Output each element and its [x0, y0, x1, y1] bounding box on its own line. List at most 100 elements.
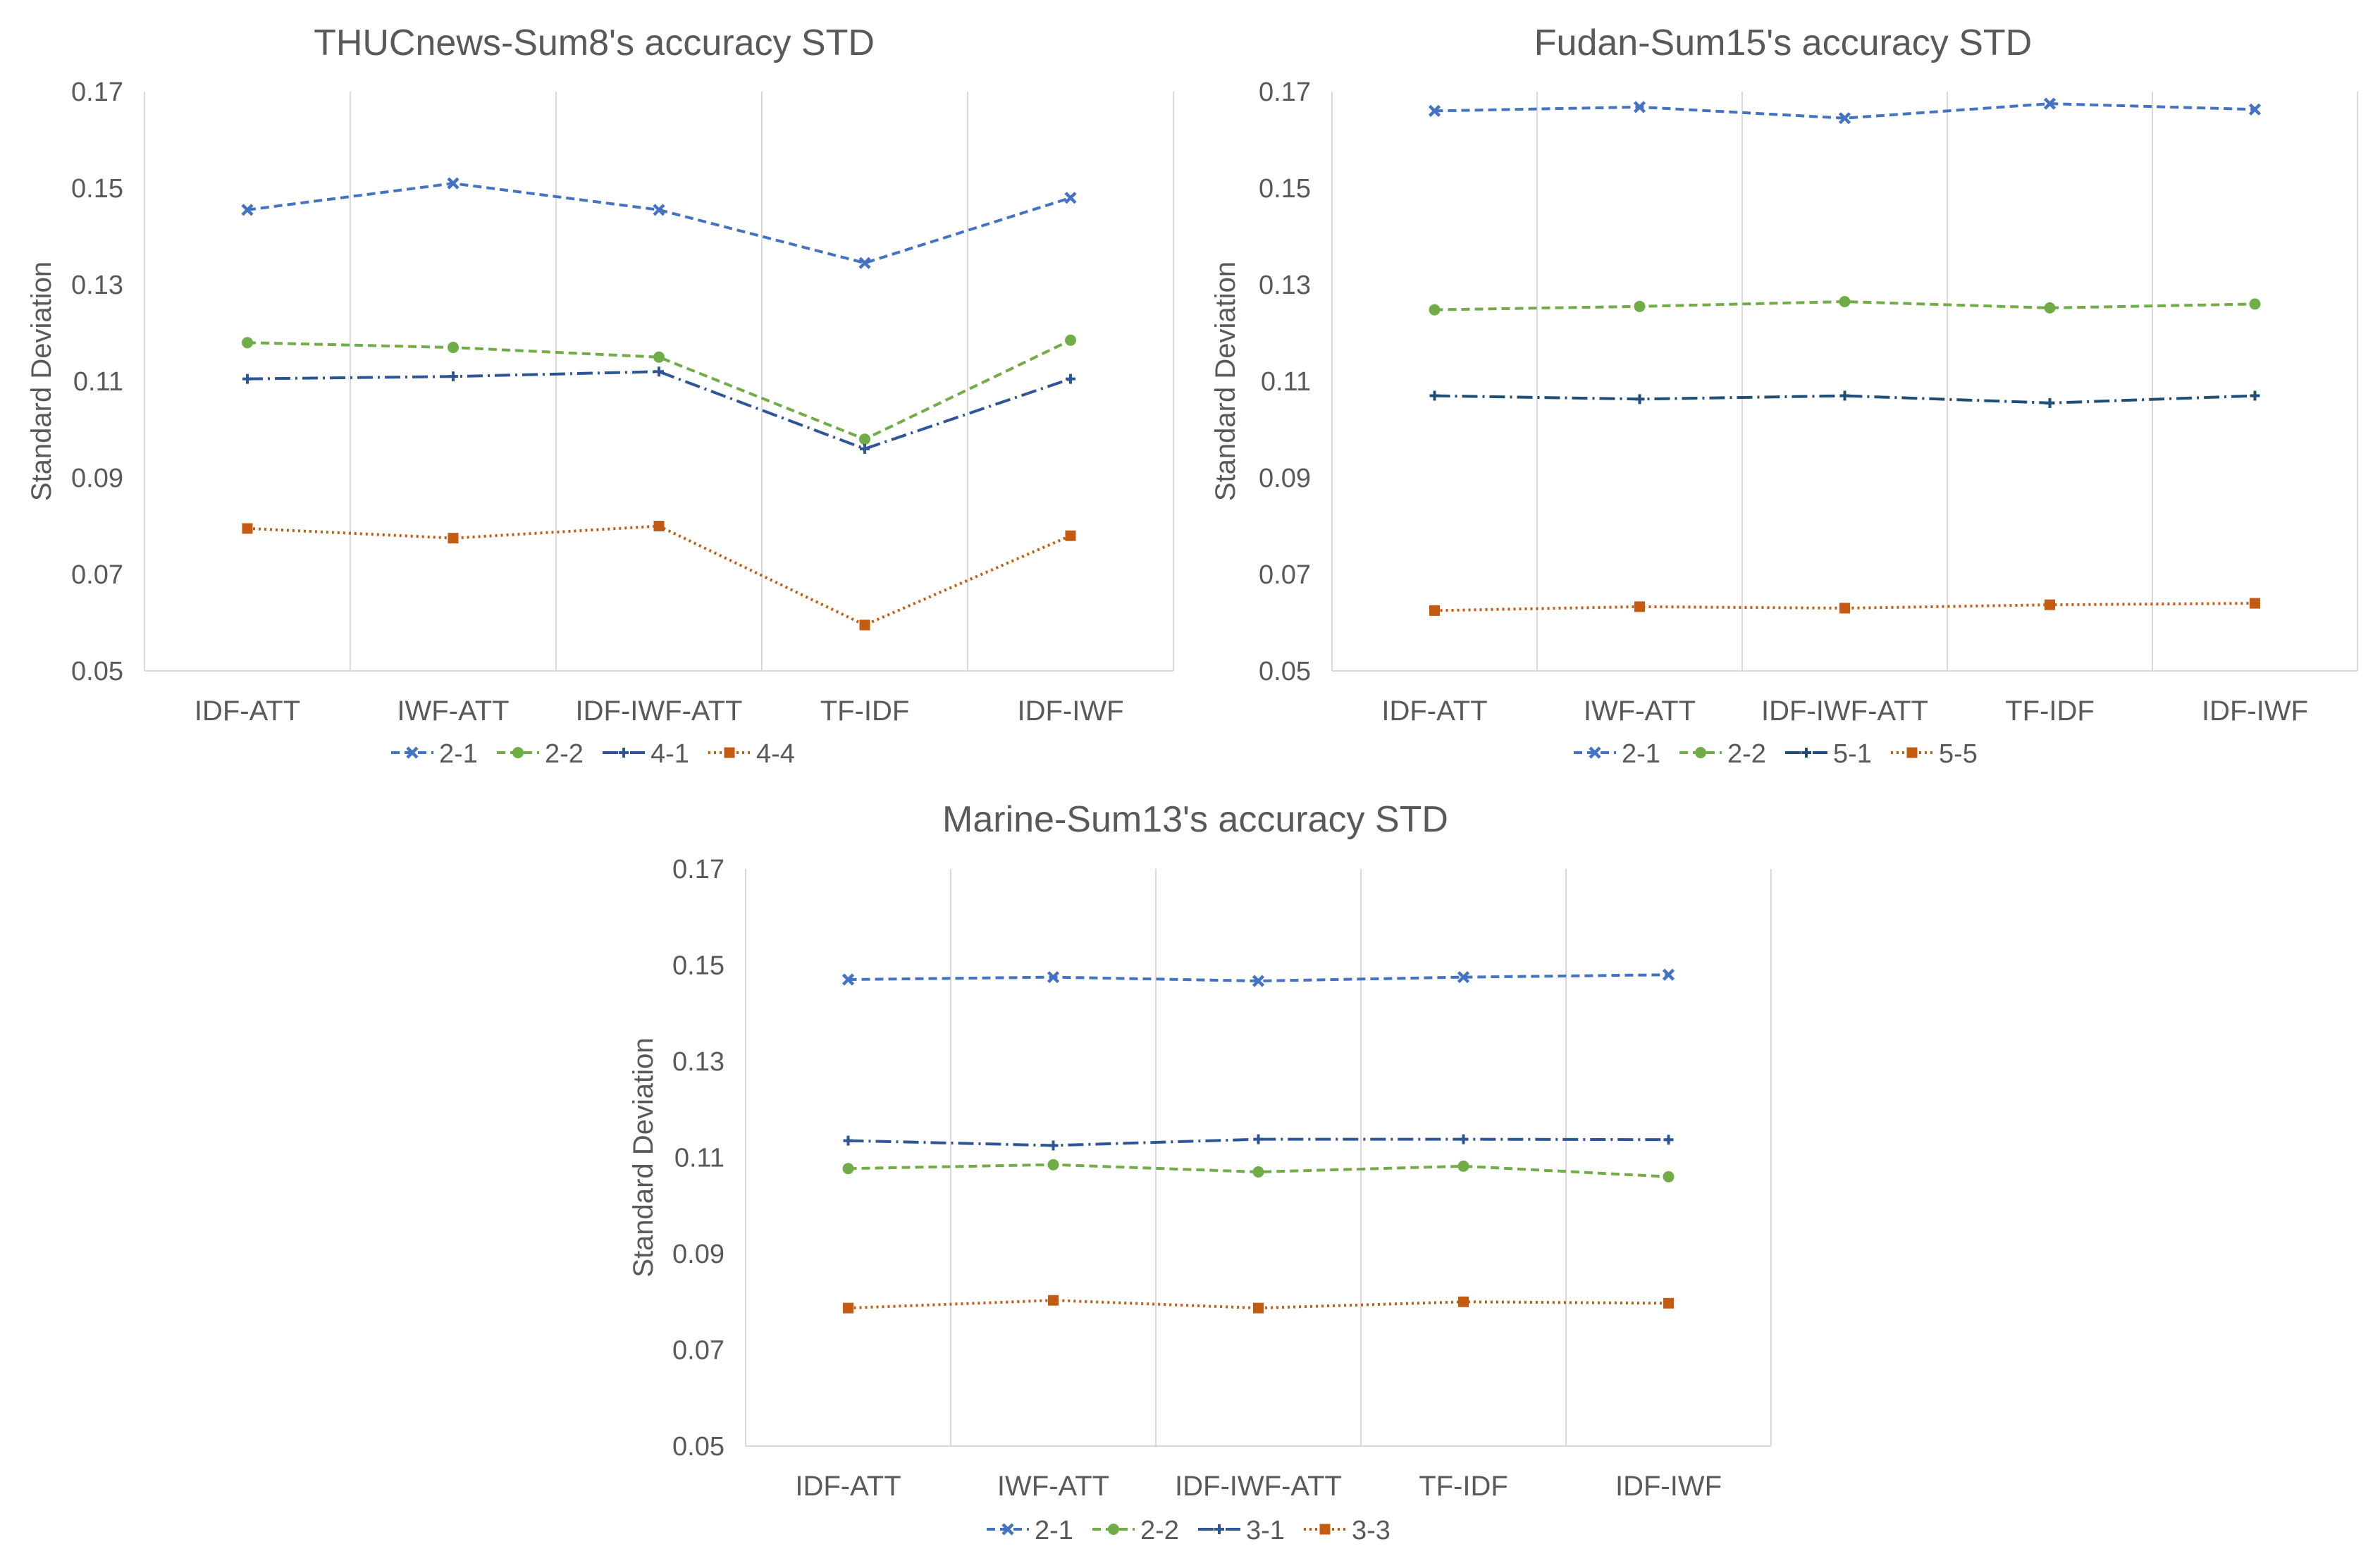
- legend-label: 3-3: [1352, 1516, 1391, 1545]
- legend-label: 2-1: [1035, 1516, 1073, 1545]
- data-point-2-2: [1065, 334, 1076, 346]
- legend-marker-3-1: [1214, 1524, 1224, 1534]
- chart-fudan: Fudan-Sum15's accuracy STD 0.05 0.07 0.09 0.…: [1210, 23, 2358, 769]
- data-point-4-1: [242, 374, 252, 384]
- series-line-2-2: [247, 338, 1071, 441]
- series-line-2-2: [848, 1163, 1669, 1178]
- x-tick-label: TF-IDF: [1419, 1471, 1508, 1502]
- legend-label: 2-2: [1727, 739, 1766, 769]
- y-tick-label: 0.13: [1259, 271, 1311, 300]
- data-point-3-1: [843, 1135, 853, 1146]
- y-tick-label: 0.05: [1259, 657, 1311, 686]
- x-tick-label: IDF-IWF-ATT: [576, 696, 743, 727]
- y-tick-label: 0.09: [672, 1240, 725, 1269]
- data-point-4-4: [859, 619, 870, 631]
- data-point-5-5: [1634, 601, 1645, 612]
- data-point-2-1: [653, 204, 665, 216]
- y-tick-label: 0.05: [672, 1432, 725, 1462]
- data-point-2-1: [1047, 970, 1060, 984]
- legend-label: 2-1: [1622, 739, 1660, 769]
- y-tick-label: 0.05: [71, 657, 123, 686]
- data-point-2-1: [1428, 104, 1441, 117]
- data-point-3-1: [1048, 1140, 1059, 1151]
- x-tick-label: TF-IDF: [2005, 696, 2095, 727]
- data-point-2-2: [653, 351, 665, 363]
- data-point-3-3: [1663, 1297, 1674, 1309]
- series-line-5-5: [1434, 602, 2255, 612]
- data-point-3-3: [1048, 1295, 1059, 1306]
- y-tick-label: 0.15: [71, 174, 123, 204]
- y-tick-label: 0.17: [71, 78, 123, 107]
- chart-marine: Marine-Sum13's accuracy STD 0.05 0.07 0.09 0…: [628, 799, 1772, 1545]
- data-point-2-1: [1064, 192, 1077, 204]
- y-tick-label: 0.17: [1259, 78, 1311, 107]
- y-axis-title: Standard Deviation: [628, 1037, 659, 1277]
- y-axis-title: Standard Deviation: [26, 261, 57, 501]
- data-point-5-1: [2045, 397, 2055, 408]
- y-axis-title: Standard Deviation: [1210, 261, 1241, 501]
- x-tick-label: IDF-IWF: [1615, 1471, 1722, 1502]
- data-point-3-1: [1253, 1134, 1264, 1144]
- series-line-2-2: [1434, 300, 2255, 311]
- y-tick-label: 0.15: [1259, 174, 1311, 204]
- data-point-2-1: [2248, 103, 2262, 116]
- legend-marker-5-5: [1906, 747, 1918, 758]
- legend-marker-2-2: [1695, 747, 1706, 758]
- legend-marker-2-1: [1589, 746, 1601, 759]
- x-tick-label: IWF-ATT: [397, 696, 509, 727]
- legend-marker-4-4: [724, 747, 735, 758]
- data-point-2-2: [1429, 304, 1441, 316]
- y-tick-label: 0.11: [1261, 367, 1311, 397]
- data-point-2-1: [447, 177, 460, 190]
- data-point-2-1: [2043, 97, 2057, 110]
- y-tick-label: 0.09: [71, 464, 123, 493]
- legend-label: 2-2: [1140, 1516, 1179, 1545]
- data-point-5-5: [2250, 598, 2260, 609]
- data-point-2-2: [842, 1163, 854, 1175]
- series-line-4-1: [247, 370, 1071, 451]
- y-tick-label: 0.17: [672, 855, 725, 884]
- series-line-3-3: [848, 1299, 1669, 1310]
- data-point-5-5: [1839, 603, 1850, 614]
- y-tick-label: 0.11: [674, 1144, 725, 1173]
- data-point-4-4: [242, 523, 253, 534]
- data-point-2-2: [1839, 295, 1851, 307]
- x-tick-label: IWF-ATT: [997, 1471, 1109, 1502]
- data-point-3-3: [1253, 1302, 1264, 1314]
- legend-label: 4-1: [651, 739, 689, 769]
- data-point-2-2: [1634, 300, 1646, 312]
- data-point-2-2: [2044, 302, 2056, 314]
- series-line-2-1: [247, 182, 1071, 265]
- chart-title: THUCnews-Sum8's accuracy STD: [314, 23, 875, 63]
- data-point-5-1: [2250, 390, 2260, 401]
- data-point-3-1: [1663, 1135, 1674, 1145]
- data-point-3-3: [843, 1302, 853, 1314]
- legend-label: 4-4: [756, 739, 795, 769]
- legend-label: 5-1: [1833, 739, 1872, 769]
- series-line-4-4: [247, 524, 1071, 627]
- data-point-5-5: [1429, 605, 1440, 616]
- chart-title: Fudan-Sum15's accuracy STD: [1534, 23, 2032, 63]
- data-point-5-1: [1634, 394, 1645, 405]
- x-tick-label: IDF-ATT: [795, 1471, 901, 1502]
- y-tick-label: 0.09: [1259, 464, 1311, 493]
- data-point-2-2: [1252, 1166, 1264, 1178]
- x-tick-label: IDF-IWF-ATT: [1175, 1471, 1342, 1502]
- legend-label: 3-1: [1246, 1516, 1285, 1545]
- data-point-2-1: [1838, 112, 1851, 125]
- legend-marker-2-2: [1108, 1524, 1119, 1535]
- data-point-2-2: [1663, 1171, 1675, 1183]
- x-tick-label: IDF-ATT: [1381, 696, 1487, 727]
- data-point-5-1: [1839, 390, 1850, 401]
- legend-marker-3-3: [1319, 1524, 1331, 1535]
- data-point-4-4: [1065, 530, 1076, 541]
- data-point-4-1: [860, 443, 870, 454]
- legend-marker-2-2: [512, 747, 524, 758]
- data-point-5-1: [1429, 390, 1440, 401]
- y-tick-label: 0.07: [71, 560, 123, 590]
- data-point-4-4: [653, 521, 665, 531]
- data-point-4-4: [448, 533, 459, 544]
- series-line-2-1: [1434, 102, 2255, 120]
- data-point-2-1: [241, 204, 254, 216]
